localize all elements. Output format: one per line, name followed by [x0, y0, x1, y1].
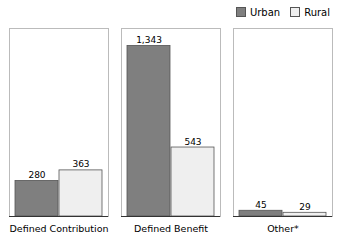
html-text:Rural: Rural [304, 6, 330, 18]
svg-text:45: 45 [255, 200, 266, 210]
svg-text:29: 29 [299, 202, 311, 212]
svg-text:543: 543 [184, 137, 201, 147]
svg-text:Other*: Other* [267, 223, 299, 234]
svg-text:Defined Benefit: Defined Benefit [134, 223, 208, 234]
svg-text:Defined Contribution: Defined Contribution [9, 223, 108, 234]
svg-text:363: 363 [72, 159, 89, 169]
html-text:Urban: Urban [249, 6, 281, 18]
svg-text:280: 280 [28, 170, 45, 180]
svg-text:1,343: 1,343 [136, 35, 162, 45]
